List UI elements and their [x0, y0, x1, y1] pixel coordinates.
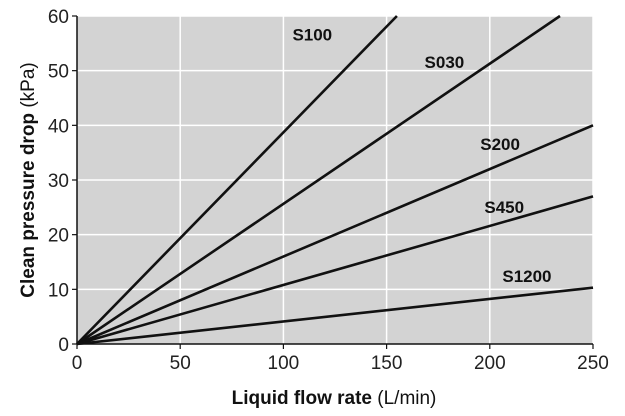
series-line-s1200: [76, 286, 594, 346]
y-axis-title: Clean pressure drop (kPa): [18, 62, 39, 297]
x-tick-label: 50: [170, 353, 191, 374]
x-tick-label: 200: [474, 353, 506, 374]
series-label-s450: S450: [484, 198, 524, 217]
x-tick-label: 100: [268, 353, 300, 374]
y-axis-title-unit: (kPa): [18, 62, 39, 107]
series-line-s200: [76, 124, 594, 346]
y-axis-ticks: 0 10 20 30 40 50 60: [48, 7, 77, 356]
x-tick-label: 0: [72, 353, 83, 374]
series-line-s100: [76, 15, 398, 345]
series-label-s200: S200: [480, 135, 520, 154]
y-tick-label: 30: [48, 171, 69, 192]
x-axis-ticks: 0 50 100 150 200 250: [72, 344, 609, 374]
series-line-s450: [76, 195, 594, 346]
series-line-s030: [76, 14, 561, 346]
series-label-s1200: S1200: [502, 267, 551, 286]
y-tick-label: 0: [58, 335, 69, 356]
y-tick-label: 60: [48, 7, 69, 28]
y-tick-label: 20: [48, 226, 69, 247]
series-label-s100: S100: [292, 26, 332, 45]
series-label-s030: S030: [425, 53, 465, 72]
grid-lines: [77, 15, 594, 344]
y-tick-label: 10: [48, 280, 69, 301]
x-tick-label: 250: [577, 353, 609, 374]
series-lines: [76, 14, 594, 346]
x-axis-title-main: Liquid flow rate: [232, 388, 372, 409]
x-axis-title: Liquid flow rate (L/min): [232, 388, 437, 409]
x-tick-label: 150: [371, 353, 403, 374]
series-labels: S100 S030 S200 S450 S1200: [292, 26, 551, 287]
y-axis-title-main: Clean pressure drop: [18, 113, 39, 298]
y-tick-label: 40: [48, 116, 69, 137]
x-axis-title-unit: (L/min): [377, 388, 436, 409]
y-tick-label: 50: [48, 62, 69, 83]
